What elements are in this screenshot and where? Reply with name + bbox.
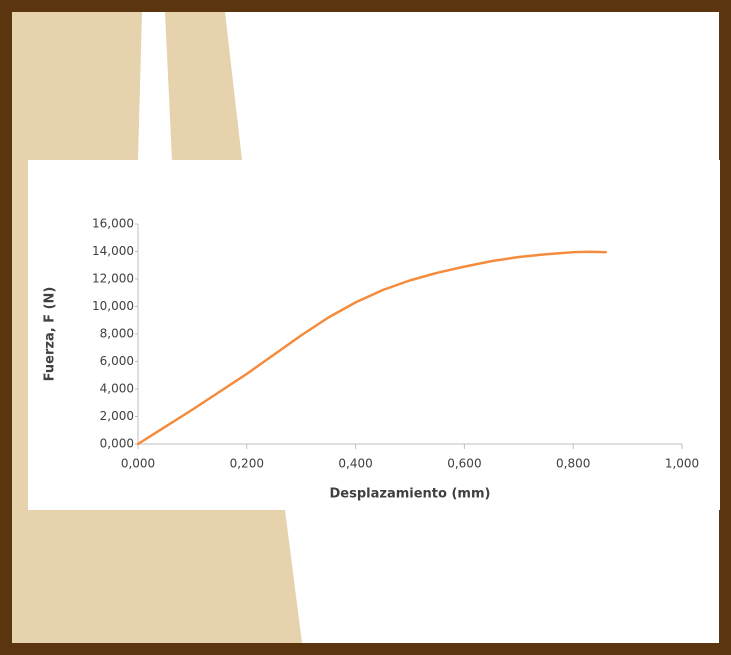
x-tick-label: 0,800 <box>556 457 590 471</box>
y-tick-label: 6,000 <box>100 354 134 368</box>
y-tick-label: 14,000 <box>92 244 134 258</box>
x-axis-title: Desplazamiento (mm) <box>330 487 491 502</box>
y-tick-label: 12,000 <box>92 272 134 286</box>
y-tick-label: 0,000 <box>100 437 134 451</box>
x-tick-label: 0,600 <box>447 457 481 471</box>
x-tick-label: 1,000 <box>665 457 699 471</box>
y-axis-title: Fuerza, F (N) <box>43 287 58 382</box>
y-tick-label: 8,000 <box>100 327 134 341</box>
y-tick-label: 2,000 <box>100 409 134 423</box>
chart: Desplazamiento (mm) Fuerza, F (N) 0,000 2… <box>0 0 731 655</box>
y-tick-label: 10,000 <box>92 299 134 313</box>
x-tick-label: 0,200 <box>230 457 264 471</box>
y-tick-label: 4,000 <box>100 382 134 396</box>
x-tick-label: 0,400 <box>338 457 372 471</box>
x-tick-label: 0,000 <box>121 457 155 471</box>
page: {"chart_data": {"type": "line", "x_label… <box>0 0 731 655</box>
y-tick-label: 16,000 <box>92 217 134 231</box>
